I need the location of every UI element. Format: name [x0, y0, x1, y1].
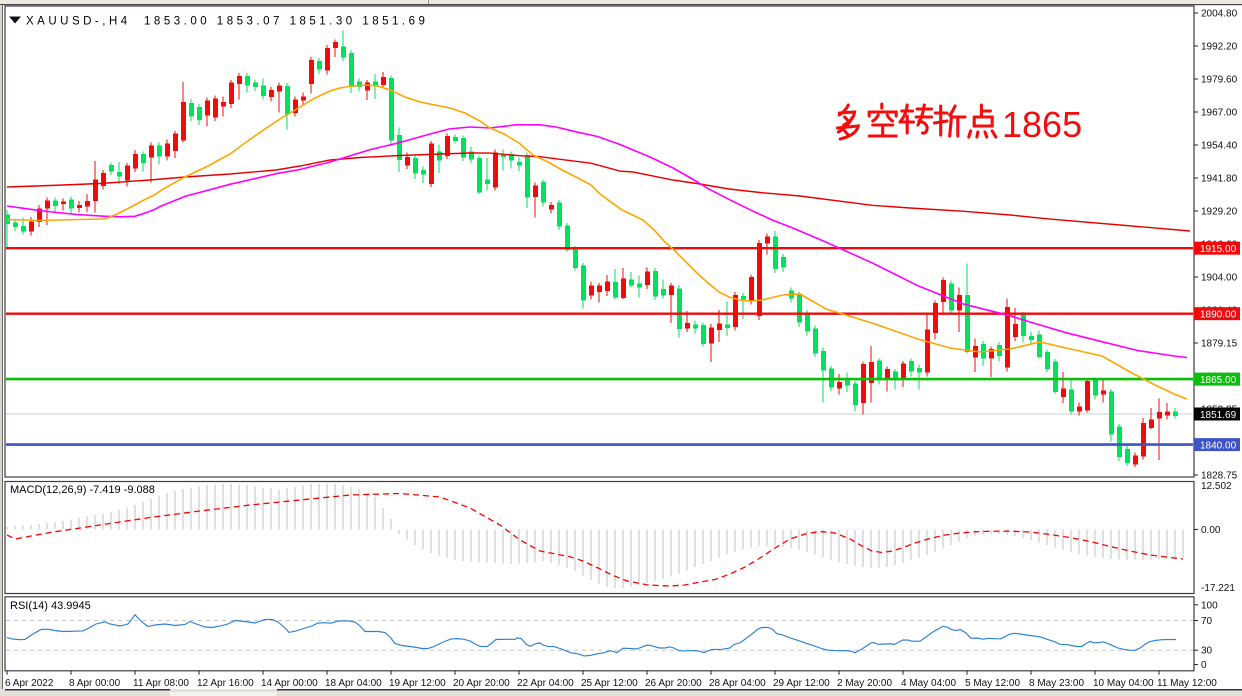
svg-text:1941.80: 1941.80	[1201, 174, 1238, 185]
svg-text:1890.00: 1890.00	[1200, 309, 1237, 320]
svg-text:22 Apr 04:00: 22 Apr 04:00	[517, 678, 574, 689]
svg-text:1865: 1865	[1002, 104, 1082, 145]
svg-text:28 Apr 04:00: 28 Apr 04:00	[709, 678, 766, 689]
svg-text:8 Apr 00:00: 8 Apr 00:00	[69, 678, 121, 689]
svg-text:8 May 23:00: 8 May 23:00	[1029, 678, 1084, 689]
svg-text:2 May 20:00: 2 May 20:00	[837, 678, 892, 689]
svg-text:20 Apr 20:00: 20 Apr 20:00	[453, 678, 510, 689]
svg-text:4 May 04:00: 4 May 04:00	[901, 678, 956, 689]
svg-text:2004.80: 2004.80	[1201, 9, 1238, 20]
svg-text:RSI(14) 43.9945: RSI(14) 43.9945	[10, 600, 91, 612]
svg-text:19 Apr 12:00: 19 Apr 12:00	[389, 678, 446, 689]
svg-text:5 May 12:00: 5 May 12:00	[965, 678, 1020, 689]
svg-text:0: 0	[1201, 660, 1207, 671]
svg-text:12.502: 12.502	[1201, 481, 1232, 492]
svg-text:12 Apr 16:00: 12 Apr 16:00	[197, 678, 254, 689]
svg-text:1828.75: 1828.75	[1201, 471, 1238, 482]
svg-text:11 Apr 08:00: 11 Apr 08:00	[133, 678, 189, 689]
svg-text:100: 100	[1201, 600, 1218, 611]
svg-text:1979.60: 1979.60	[1201, 75, 1238, 86]
svg-text:30: 30	[1201, 646, 1213, 657]
svg-text:1929.20: 1929.20	[1201, 207, 1238, 218]
svg-text:1915.00: 1915.00	[1200, 244, 1237, 255]
svg-text:0.00: 0.00	[1201, 525, 1221, 536]
svg-text:-17.221: -17.221	[1201, 583, 1235, 594]
svg-text:14 Apr 00:00: 14 Apr 00:00	[261, 678, 318, 689]
svg-text:XAUUSD-,H4 1853.00 1853.07 18: XAUUSD-,H4 1853.00 1853.07 1851.30 1851.…	[26, 16, 428, 28]
svg-text:1904.00: 1904.00	[1201, 273, 1238, 284]
svg-text:1879.15: 1879.15	[1201, 339, 1238, 350]
svg-text:1851.69: 1851.69	[1200, 410, 1237, 421]
svg-text:18 Apr 04:00: 18 Apr 04:00	[325, 678, 382, 689]
svg-text:MACD(12,26,9) -7.419 -9.088: MACD(12,26,9) -7.419 -9.088	[10, 484, 155, 496]
svg-text:70: 70	[1201, 616, 1213, 627]
svg-text:1840.00: 1840.00	[1200, 440, 1237, 451]
svg-text:1954.40: 1954.40	[1201, 141, 1238, 152]
svg-text:25 Apr 12:00: 25 Apr 12:00	[581, 678, 638, 689]
svg-text:29 Apr 12:00: 29 Apr 12:00	[773, 678, 830, 689]
svg-text:10 May 04:00: 10 May 04:00	[1093, 678, 1154, 689]
svg-text:1967.00: 1967.00	[1201, 108, 1238, 119]
svg-text:11 May 12:00: 11 May 12:00	[1157, 678, 1217, 689]
svg-text:1865.00: 1865.00	[1200, 375, 1237, 386]
svg-text:26 Apr 20:00: 26 Apr 20:00	[645, 678, 702, 689]
svg-text:6 Apr 2022: 6 Apr 2022	[5, 678, 54, 689]
svg-text:1992.20: 1992.20	[1201, 42, 1238, 53]
